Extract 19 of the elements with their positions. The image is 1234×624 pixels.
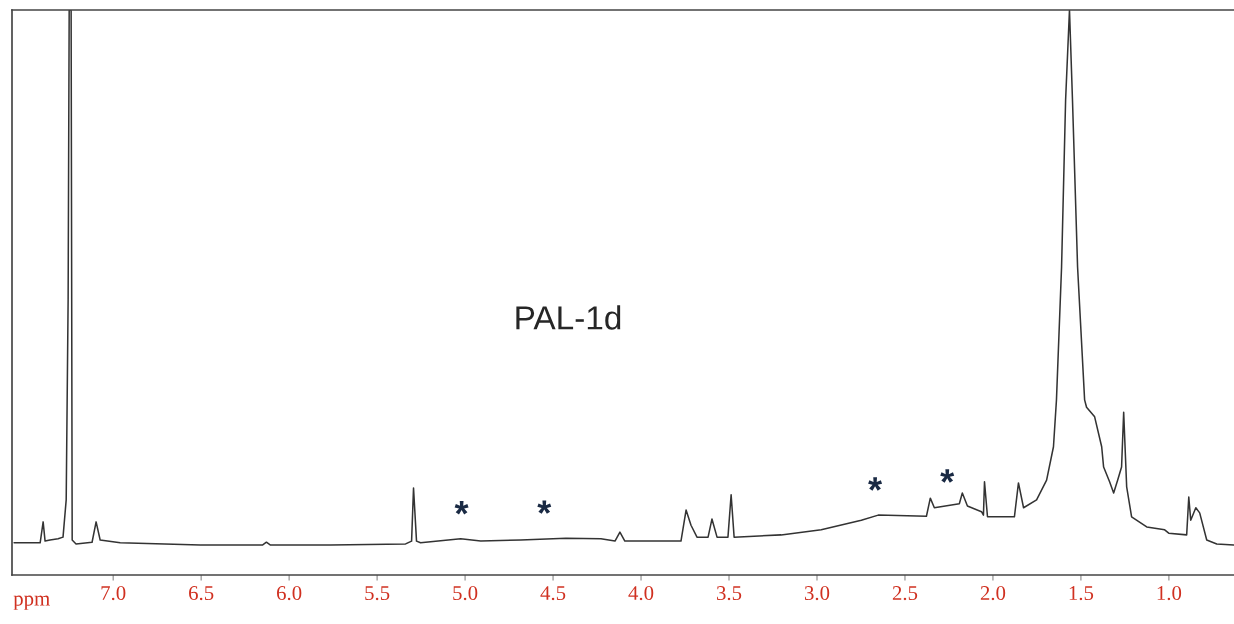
x-tick-label: 1.5 bbox=[1069, 586, 1094, 601]
x-axis-title: ppm bbox=[13, 595, 50, 610]
x-tick-label: 6.5 bbox=[189, 586, 214, 601]
x-tick-label: 4.5 bbox=[540, 586, 566, 601]
x-tick-label: 5.5 bbox=[365, 586, 390, 601]
x-tick-label: 6.0 bbox=[277, 586, 302, 601]
x-tick-label: 1.0 bbox=[1157, 586, 1182, 601]
annotation: * bbox=[868, 477, 883, 491]
x-tick-label: 3.5 bbox=[716, 586, 742, 601]
x-tick-label: 3.0 bbox=[804, 586, 830, 601]
annotation: * bbox=[454, 500, 469, 515]
x-tick-label: 7.0 bbox=[101, 586, 126, 601]
x-tick-label: 2.0 bbox=[980, 586, 1006, 601]
annotation: PAL-1d bbox=[516, 305, 621, 330]
x-tick-label: 4.0 bbox=[628, 586, 654, 601]
x-tick-label: 5.0 bbox=[453, 586, 478, 601]
x-tick-label: 2.5 bbox=[892, 586, 918, 601]
annotation: * bbox=[537, 500, 552, 514]
annotation: * bbox=[940, 469, 955, 483]
